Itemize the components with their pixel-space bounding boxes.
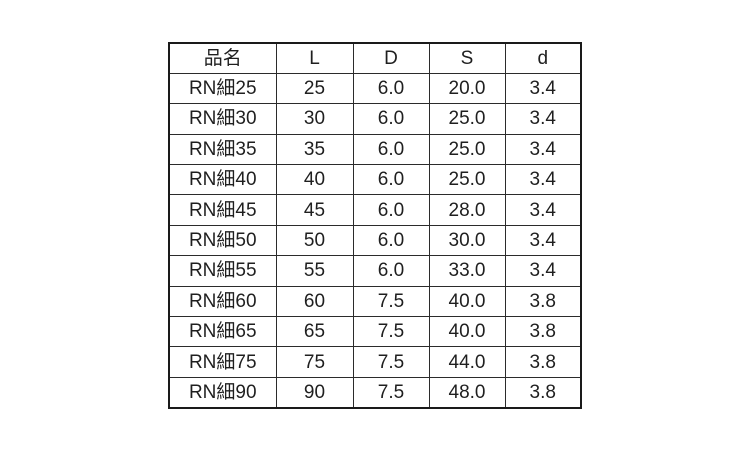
table-cell: 25 [275, 72, 354, 105]
table-row: RN細90 90 7.5 48.0 3.8 [168, 376, 582, 409]
table-body: RN細25 25 6.0 20.0 3.4 RN細30 30 6.0 25.0 3.4 RN細35 3… [168, 72, 582, 409]
table-cell: 3.4 [504, 72, 582, 105]
table-cell: 3.4 [504, 133, 582, 166]
table-header-cell: L [275, 41, 354, 74]
table-cell: 20.0 [428, 72, 506, 105]
table-cell: 30 [275, 103, 354, 135]
table-cell: 48.0 [428, 376, 506, 409]
table-cell: 3.4 [504, 255, 582, 287]
table-cell: 6.0 [352, 194, 430, 226]
product-name-cell: RN細25 [168, 72, 277, 105]
table-cell: 44.0 [428, 346, 506, 378]
table-cell: 90 [275, 376, 354, 409]
table-header-cell: D [352, 41, 430, 74]
table-cell: 7.5 [352, 346, 430, 378]
table-cell: 3.4 [504, 164, 582, 196]
table-cell: 75 [275, 346, 354, 378]
product-name-cell: RN細45 [168, 194, 277, 226]
table-row: RN細55 55 6.0 33.0 3.4 [168, 255, 582, 287]
table-cell: 7.5 [352, 376, 430, 409]
table-row: RN細30 30 6.0 25.0 3.4 [168, 103, 582, 135]
table-cell: 3.4 [504, 103, 582, 135]
table-cell: 25.0 [428, 133, 506, 166]
product-name-cell: RN細65 [168, 316, 277, 348]
table-cell: 6.0 [352, 255, 430, 287]
product-name-cell: RN細50 [168, 224, 277, 257]
table-row: RN細40 40 6.0 25.0 3.4 [168, 164, 582, 196]
table-cell: 25.0 [428, 103, 506, 135]
table-row: RN細75 75 7.5 44.0 3.8 [168, 346, 582, 378]
table-cell: 3.8 [504, 316, 582, 348]
table-cell: 3.8 [504, 376, 582, 409]
table-cell: 40.0 [428, 316, 506, 348]
table-cell: 3.8 [504, 285, 582, 318]
table-cell: 40.0 [428, 285, 506, 318]
table-row: RN細65 65 7.5 40.0 3.8 [168, 316, 582, 348]
table-cell: 65 [275, 316, 354, 348]
product-name-cell: RN細35 [168, 133, 277, 166]
table-row: RN細50 50 6.0 30.0 3.4 [168, 224, 582, 257]
table-cell: 3.8 [504, 346, 582, 378]
table-header-cell: 品名 [168, 41, 277, 74]
product-name-cell: RN細40 [168, 164, 277, 196]
product-name-cell: RN細60 [168, 285, 277, 318]
table-header-cell: d [504, 41, 582, 74]
table-cell: 45 [275, 194, 354, 226]
table-cell: 28.0 [428, 194, 506, 226]
table-cell: 40 [275, 164, 354, 196]
table-row: RN細45 45 6.0 28.0 3.4 [168, 194, 582, 226]
table-cell: 7.5 [352, 316, 430, 348]
product-name-cell: RN細30 [168, 103, 277, 135]
table-cell: 25.0 [428, 164, 506, 196]
table-header-cell: S [428, 41, 506, 74]
table-cell: 3.4 [504, 224, 582, 257]
table-cell: 6.0 [352, 103, 430, 135]
table-cell: 3.4 [504, 194, 582, 226]
table-cell: 6.0 [352, 164, 430, 196]
table-cell: 33.0 [428, 255, 506, 287]
table-cell: 60 [275, 285, 354, 318]
table-cell: 30.0 [428, 224, 506, 257]
table-cell: 6.0 [352, 72, 430, 105]
table-cell: 6.0 [352, 133, 430, 166]
table-cell: 35 [275, 133, 354, 166]
product-name-cell: RN細75 [168, 346, 277, 378]
table-row: RN細35 35 6.0 25.0 3.4 [168, 133, 582, 166]
table-row: RN細25 25 6.0 20.0 3.4 [168, 72, 582, 105]
product-name-cell: RN細55 [168, 255, 277, 287]
table-cell: 55 [275, 255, 354, 287]
table-cell: 6.0 [352, 224, 430, 257]
product-name-cell: RN細90 [168, 376, 277, 409]
table-row: RN細60 60 7.5 40.0 3.8 [168, 285, 582, 318]
table-cell: 50 [275, 224, 354, 257]
table-cell: 7.5 [352, 285, 430, 318]
